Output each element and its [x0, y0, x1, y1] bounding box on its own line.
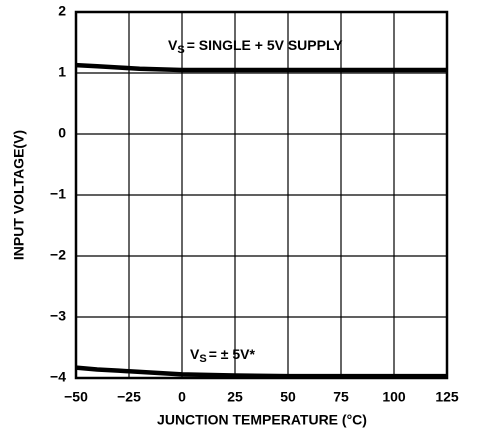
annotation-subscript: S: [199, 353, 206, 365]
y-tick-label: −4: [50, 369, 66, 385]
annotation-part: = ± 5V*: [209, 346, 256, 362]
x-tick-label: 125: [435, 389, 459, 405]
y-axis-label: INPUT VOLTAGE(V): [11, 130, 27, 260]
x-tick-label: −25: [117, 389, 141, 405]
y-tick-label: 1: [58, 64, 66, 80]
annotation-part: V: [168, 37, 178, 53]
x-tick-label: 0: [178, 389, 186, 405]
y-tick-label: −3: [50, 308, 66, 324]
annotation-part: V: [190, 346, 200, 362]
annotation: VS = SINGLE + 5V SUPPLY: [168, 37, 343, 56]
x-axis-label: JUNCTION TEMPERATURE (°C): [157, 412, 367, 428]
series-line: [75, 62, 447, 73]
x-tick-label: 100: [382, 389, 406, 405]
x-tick-label: 75: [333, 389, 349, 405]
series-line: [75, 365, 447, 379]
x-tick-label: −50: [64, 389, 88, 405]
y-tick-label: −2: [50, 247, 66, 263]
y-tick-label: −1: [50, 186, 66, 202]
annotation-part: = SINGLE + 5V SUPPLY: [187, 37, 344, 53]
annotation: VS = ± 5V*: [190, 346, 255, 365]
y-tick-label: 0: [58, 125, 66, 141]
x-tick-label: 25: [227, 389, 243, 405]
y-tick-label: 2: [58, 3, 66, 19]
annotation-subscript: S: [177, 44, 184, 56]
x-tick-label: 50: [280, 389, 296, 405]
